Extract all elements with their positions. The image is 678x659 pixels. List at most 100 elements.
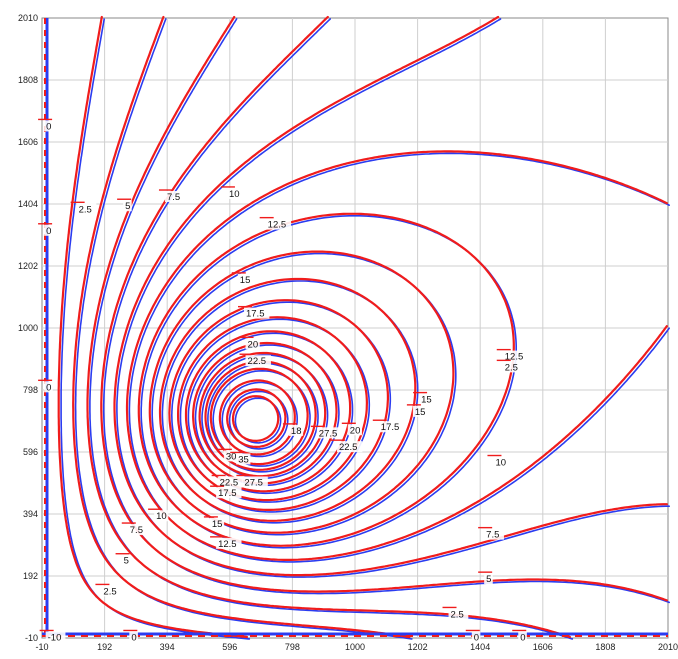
contour-label-bg — [471, 631, 481, 643]
contour-label: 12.5 — [210, 536, 242, 550]
contour-label: 0 — [465, 629, 481, 643]
contour-label-bg — [316, 427, 343, 439]
contour-label-text: 35 — [238, 454, 249, 465]
contour-label-bg — [44, 120, 53, 132]
contour-line-17-5 — [137, 212, 515, 547]
x-tick-label: 798 — [285, 642, 300, 652]
contour-label-text: 15 — [212, 519, 223, 530]
contour-label: 12.5 — [259, 216, 292, 231]
contour-label-bg — [236, 453, 251, 465]
contour-label-bg — [336, 441, 363, 453]
contour-label: 15 — [203, 516, 225, 530]
contour-label-bg — [237, 273, 252, 285]
contour-label-text: 5 — [125, 201, 130, 212]
contour-label-text: 12.5 — [218, 539, 237, 550]
contour-label-bg — [412, 405, 428, 417]
x-tick-label: 1606 — [533, 642, 553, 652]
contour-label-bg — [154, 510, 169, 522]
x-tick-label: 1808 — [595, 642, 615, 652]
contour-label: 0 — [38, 118, 53, 132]
contour-label: 22.5 — [211, 474, 244, 488]
contour-label-text: 15 — [240, 275, 251, 286]
contour-label-bg — [502, 350, 529, 362]
contour-label-text: 20 — [248, 339, 259, 350]
contour-label-text: 7.5 — [486, 530, 499, 541]
contour-label-text: 17.5 — [246, 309, 265, 320]
contour-label: 18 — [282, 423, 304, 437]
contour-label-bg — [448, 608, 469, 620]
contour-line-15 — [125, 150, 668, 561]
contour-label: 12.5 — [496, 348, 529, 363]
contour-label: 27.5 — [310, 425, 343, 439]
contour-label: 0 — [38, 223, 53, 237]
contour-label-text: 2.5 — [79, 204, 92, 215]
contour-label-bg — [45, 631, 66, 643]
contour-label: 7.5 — [158, 189, 185, 203]
contour-label-bg — [44, 381, 53, 393]
contour-label: 5 — [115, 553, 131, 567]
contour-label-text: 7.5 — [130, 525, 143, 536]
contour-label-bg — [245, 355, 271, 367]
y-tick-label: 1606 — [18, 137, 38, 147]
y-tick-label: 192 — [23, 571, 38, 581]
contour-label-bg — [76, 203, 97, 215]
contour-label-text: 30 — [226, 451, 237, 462]
contour-label: 15 — [406, 404, 428, 418]
contour-label-text: 18 — [291, 426, 302, 437]
y-tick-label: -10 — [25, 633, 38, 643]
contour-label-bg — [243, 307, 270, 319]
contour-label-bg — [347, 424, 363, 436]
contour-label-text: 22.5 — [339, 442, 358, 453]
contour-label-text: 2.5 — [505, 362, 518, 373]
contour-label-text: 2.5 — [451, 609, 464, 620]
x-tick-label: 192 — [97, 642, 112, 652]
contour-label: 20 — [341, 422, 363, 436]
contour-label-text: 0 — [46, 121, 51, 132]
x-tick-label: 1202 — [408, 642, 428, 652]
y-tick-label: 1808 — [18, 75, 38, 85]
x-tick-label: -10 — [35, 642, 48, 652]
contour-label-text: 22.5 — [220, 477, 239, 488]
contour-label-text: 27.5 — [244, 477, 263, 488]
contour-label-text: 0 — [520, 632, 525, 643]
x-tick-label: 596 — [222, 642, 237, 652]
contour-label: 7.5 — [478, 526, 504, 541]
contour-line-25 — [168, 299, 389, 511]
contour-label-bg — [245, 338, 260, 350]
contour-label-text: 10 — [156, 511, 167, 522]
contour-label: 20 — [239, 336, 260, 350]
contour-label-bg — [121, 554, 131, 566]
contour-label: 17.5 — [210, 485, 242, 499]
contour-label-bg — [493, 456, 508, 468]
contour-label: 15 — [413, 391, 434, 406]
x-tick-label: 1404 — [470, 642, 490, 652]
contour-label-bg — [484, 573, 493, 585]
y-tick-label: 798 — [23, 385, 38, 395]
contour-label-text: 10 — [229, 189, 240, 200]
contour-label: 30 — [217, 448, 239, 462]
contour-label-bg — [44, 224, 53, 236]
contour-label: 22.5 — [239, 353, 271, 367]
contour-label-text: 0 — [46, 226, 51, 237]
x-tick-label: 394 — [160, 642, 175, 652]
contour-label: 17.5 — [237, 305, 270, 320]
contour-label-text: 0 — [131, 632, 136, 643]
contour-label-text: 0 — [474, 632, 479, 643]
contour-label: 15 — [231, 272, 252, 286]
contour-label: -10 — [39, 629, 66, 643]
contour-label-bg — [518, 631, 527, 643]
contour-label: 10 — [220, 186, 242, 200]
y-tick-label: 1404 — [18, 199, 38, 209]
y-tick-label: 596 — [23, 447, 38, 457]
contour-label-bg — [419, 393, 434, 405]
y-tick-label: 1202 — [18, 261, 38, 271]
contour-label: 2.5 — [95, 583, 122, 597]
contour-label-bg — [378, 421, 405, 433]
contour-label: 0 — [512, 629, 527, 643]
contour-label-bg — [288, 424, 304, 436]
contour-label-text: 20 — [350, 425, 361, 436]
contour-label-text: 5 — [124, 556, 129, 567]
contour-label-bg — [223, 450, 239, 462]
